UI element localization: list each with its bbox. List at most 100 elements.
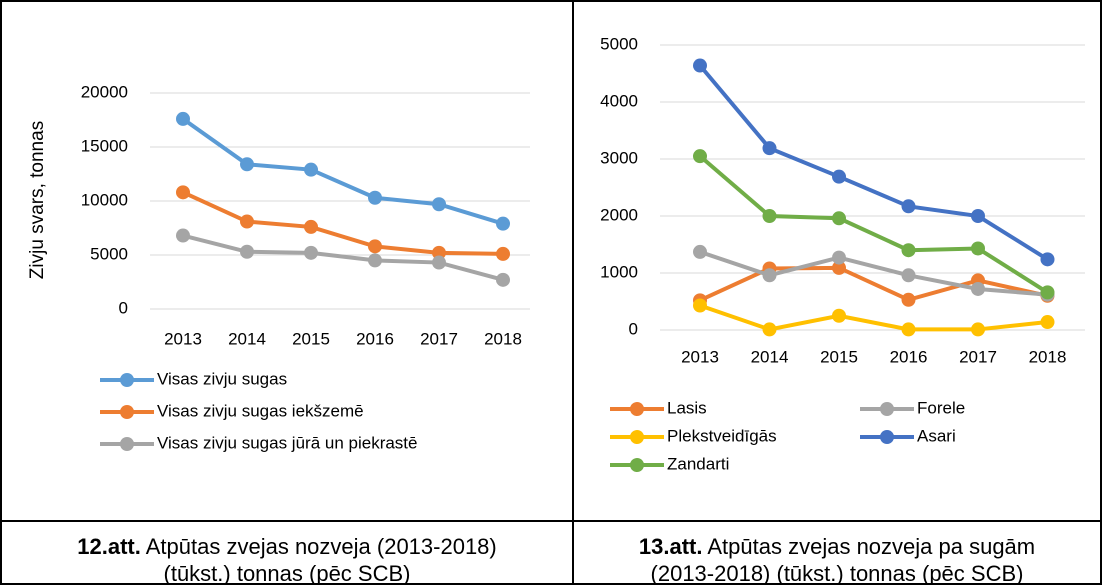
- y-tick-label: 0: [629, 319, 638, 338]
- legend-label: Plekstveidīgās: [667, 426, 777, 445]
- data-point: [762, 322, 777, 337]
- data-point: [432, 245, 446, 260]
- data-point: [1040, 285, 1055, 300]
- x-tick-label: 2013: [681, 347, 719, 366]
- legend-marker: [120, 437, 134, 451]
- legend-label: Asari: [917, 426, 956, 445]
- data-point: [304, 219, 318, 234]
- data-point: [304, 162, 318, 177]
- series-line: [698, 154, 1049, 295]
- data-point: [971, 322, 985, 337]
- legend-marker: [630, 458, 644, 472]
- data-point: [432, 197, 446, 212]
- data-point: [496, 246, 510, 261]
- y-tick-label: 5000: [600, 34, 638, 53]
- x-tick-label: 2017: [959, 347, 997, 366]
- data-point: [176, 111, 190, 126]
- data-point: [693, 244, 707, 259]
- data-point: [240, 244, 254, 259]
- data-point: [901, 268, 916, 283]
- series-line: [182, 233, 504, 282]
- legend-label: Lasis: [667, 398, 707, 417]
- data-point: [176, 185, 190, 200]
- legend-marker: [120, 373, 134, 387]
- series-line: [181, 117, 504, 226]
- legend-label: Forele: [917, 398, 965, 417]
- legend-marker: [120, 405, 134, 419]
- caption-line: (tūkst.) tonnas (pēc SCB): [164, 561, 411, 585]
- y-tick-label: 1000: [600, 262, 638, 281]
- data-point: [368, 253, 382, 268]
- data-point: [901, 199, 916, 214]
- data-point: [832, 260, 846, 275]
- caption-line: 13.att. Atpūtas zvejas nozveja pa sugām: [639, 534, 1035, 559]
- data-point: [832, 250, 846, 265]
- data-point: [304, 245, 318, 260]
- data-point: [693, 149, 707, 164]
- caption-label: 13.att.: [639, 534, 703, 559]
- legend-label: Visas zivju sugas jūrā un piekrastē: [157, 433, 418, 452]
- x-tick-label: 2016: [890, 347, 928, 366]
- y-tick-label: 20000: [81, 82, 128, 101]
- x-tick-label: 2013: [164, 329, 202, 348]
- data-point: [432, 255, 446, 270]
- data-point: [693, 58, 707, 73]
- series-line: [699, 250, 1048, 297]
- data-point: [971, 209, 985, 223]
- x-tick-label: 2018: [1029, 347, 1067, 366]
- data-point: [176, 228, 190, 243]
- data-point: [832, 211, 846, 226]
- series-line: [699, 265, 1048, 303]
- data-point: [901, 322, 916, 337]
- y-tick-label: 4000: [600, 91, 638, 110]
- legend-marker: [630, 430, 644, 444]
- data-point: [368, 239, 382, 254]
- legend-label: Visas zivju sugas: [157, 369, 287, 388]
- x-tick-label: 2016: [356, 329, 394, 348]
- y-axis-label: Zivju svars, tonnas: [27, 121, 48, 279]
- data-point: [971, 241, 985, 256]
- y-tick-label: 2000: [600, 205, 638, 224]
- data-point: [496, 216, 510, 231]
- legend-label: Zandarti: [667, 454, 729, 473]
- y-tick-label: 10000: [81, 190, 128, 209]
- data-point: [368, 190, 382, 205]
- caption-text: Atpūtas zvejas nozveja pa sugām: [707, 534, 1035, 559]
- x-tick-label: 2015: [292, 329, 330, 348]
- legend-marker: [880, 430, 894, 444]
- data-point: [240, 214, 254, 229]
- data-point: [901, 243, 916, 258]
- series-line: [699, 303, 1048, 332]
- legend-marker: [880, 402, 894, 416]
- caption-line: (2013-2018) (tūkst.) tonnas (pēc SCB): [651, 561, 1024, 585]
- caption-label: 12.att.: [77, 534, 141, 559]
- data-point: [832, 308, 846, 323]
- caption-text: Atpūtas zvejas nozveja (2013-2018): [146, 534, 497, 559]
- data-point: [496, 272, 510, 287]
- data-point: [762, 268, 777, 283]
- x-tick-label: 2017: [420, 329, 458, 348]
- y-tick-label: 15000: [81, 136, 128, 155]
- data-point: [762, 141, 777, 156]
- series-line: [698, 64, 1049, 262]
- y-tick-label: 3000: [600, 148, 638, 167]
- data-point: [901, 292, 916, 307]
- legend-marker: [630, 402, 644, 416]
- data-point: [240, 157, 254, 172]
- y-tick-label: 0: [119, 298, 128, 317]
- y-tick-label: 5000: [90, 244, 128, 263]
- legend-label: Visas zivju sugas iekšzemē: [157, 401, 364, 420]
- data-point: [1040, 252, 1055, 267]
- data-point: [762, 209, 777, 223]
- x-tick-label: 2014: [751, 347, 789, 366]
- x-tick-label: 2015: [820, 347, 858, 366]
- x-tick-label: 2018: [484, 329, 522, 348]
- data-point: [1040, 315, 1055, 330]
- x-tick-label: 2014: [228, 329, 266, 348]
- data-point: [693, 298, 707, 313]
- caption-line: 12.att. Atpūtas zvejas nozveja (2013-201…: [77, 534, 497, 559]
- data-point: [971, 281, 985, 296]
- data-point: [832, 169, 846, 184]
